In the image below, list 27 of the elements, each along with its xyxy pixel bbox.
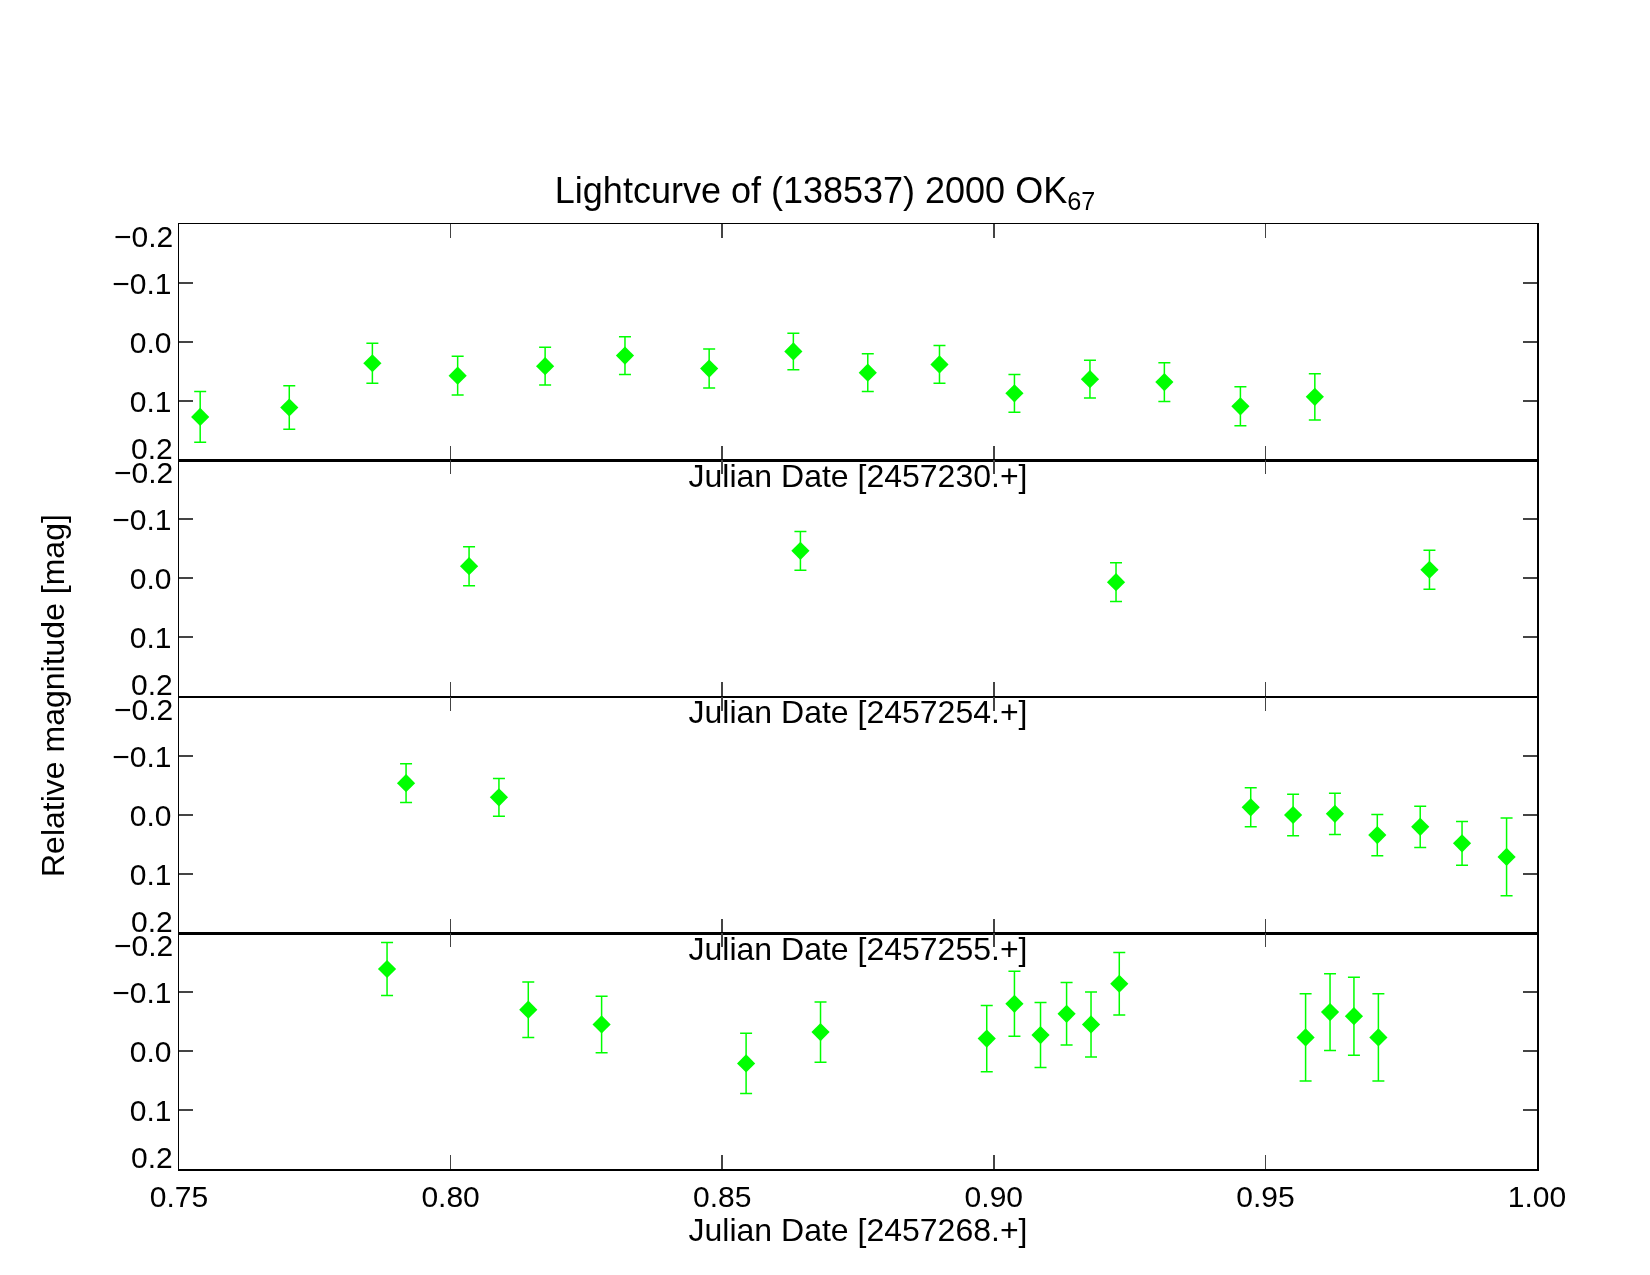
- y-tick-label: −0.2: [114, 220, 174, 253]
- chart-title: Lightcurve of (138537) 2000 OK$_{67}$: [554, 169, 1096, 216]
- y-tick-label: −0.1: [112, 266, 172, 300]
- y-tick-label: 0.2: [131, 668, 173, 701]
- y-tick-label: 0.1: [129, 1093, 172, 1127]
- x-axis-title: Julian Date [2457254.+]: [688, 694, 1028, 731]
- x-axis-title: Julian Date [2457268.+]: [688, 1212, 1028, 1249]
- y-tick-label: 0.1: [129, 620, 172, 654]
- y-tick-label: 0.0: [129, 325, 172, 359]
- y-tick-label: 0.1: [129, 857, 172, 891]
- x-tick-label: 0.95: [1236, 1179, 1295, 1213]
- y-axis-title: Relative magnitude [mag]: [35, 514, 71, 877]
- x-tick-label: 0.85: [693, 1179, 752, 1213]
- x-axis-title: Julian Date [2457255.+]: [688, 931, 1028, 968]
- y-tick-label: −0.1: [112, 975, 172, 1009]
- y-tick-label: 0.2: [131, 1141, 173, 1174]
- x-tick-label: 0.80: [421, 1179, 480, 1213]
- y-tick-label: −0.1: [112, 502, 172, 536]
- x-axis-title: Julian Date [2457230.+]: [688, 458, 1028, 495]
- y-tick-label: 0.0: [129, 1034, 172, 1068]
- y-tick-label: 0.0: [129, 798, 172, 832]
- x-tick-label: 1.00: [1507, 1179, 1567, 1213]
- x-tick-label: 0.90: [964, 1179, 1023, 1213]
- y-tick-label: −0.1: [112, 739, 172, 773]
- y-tick-label: 0.1: [129, 384, 172, 418]
- x-tick-label: 0.75: [149, 1179, 209, 1213]
- y-tick-label: 0.0: [129, 561, 172, 595]
